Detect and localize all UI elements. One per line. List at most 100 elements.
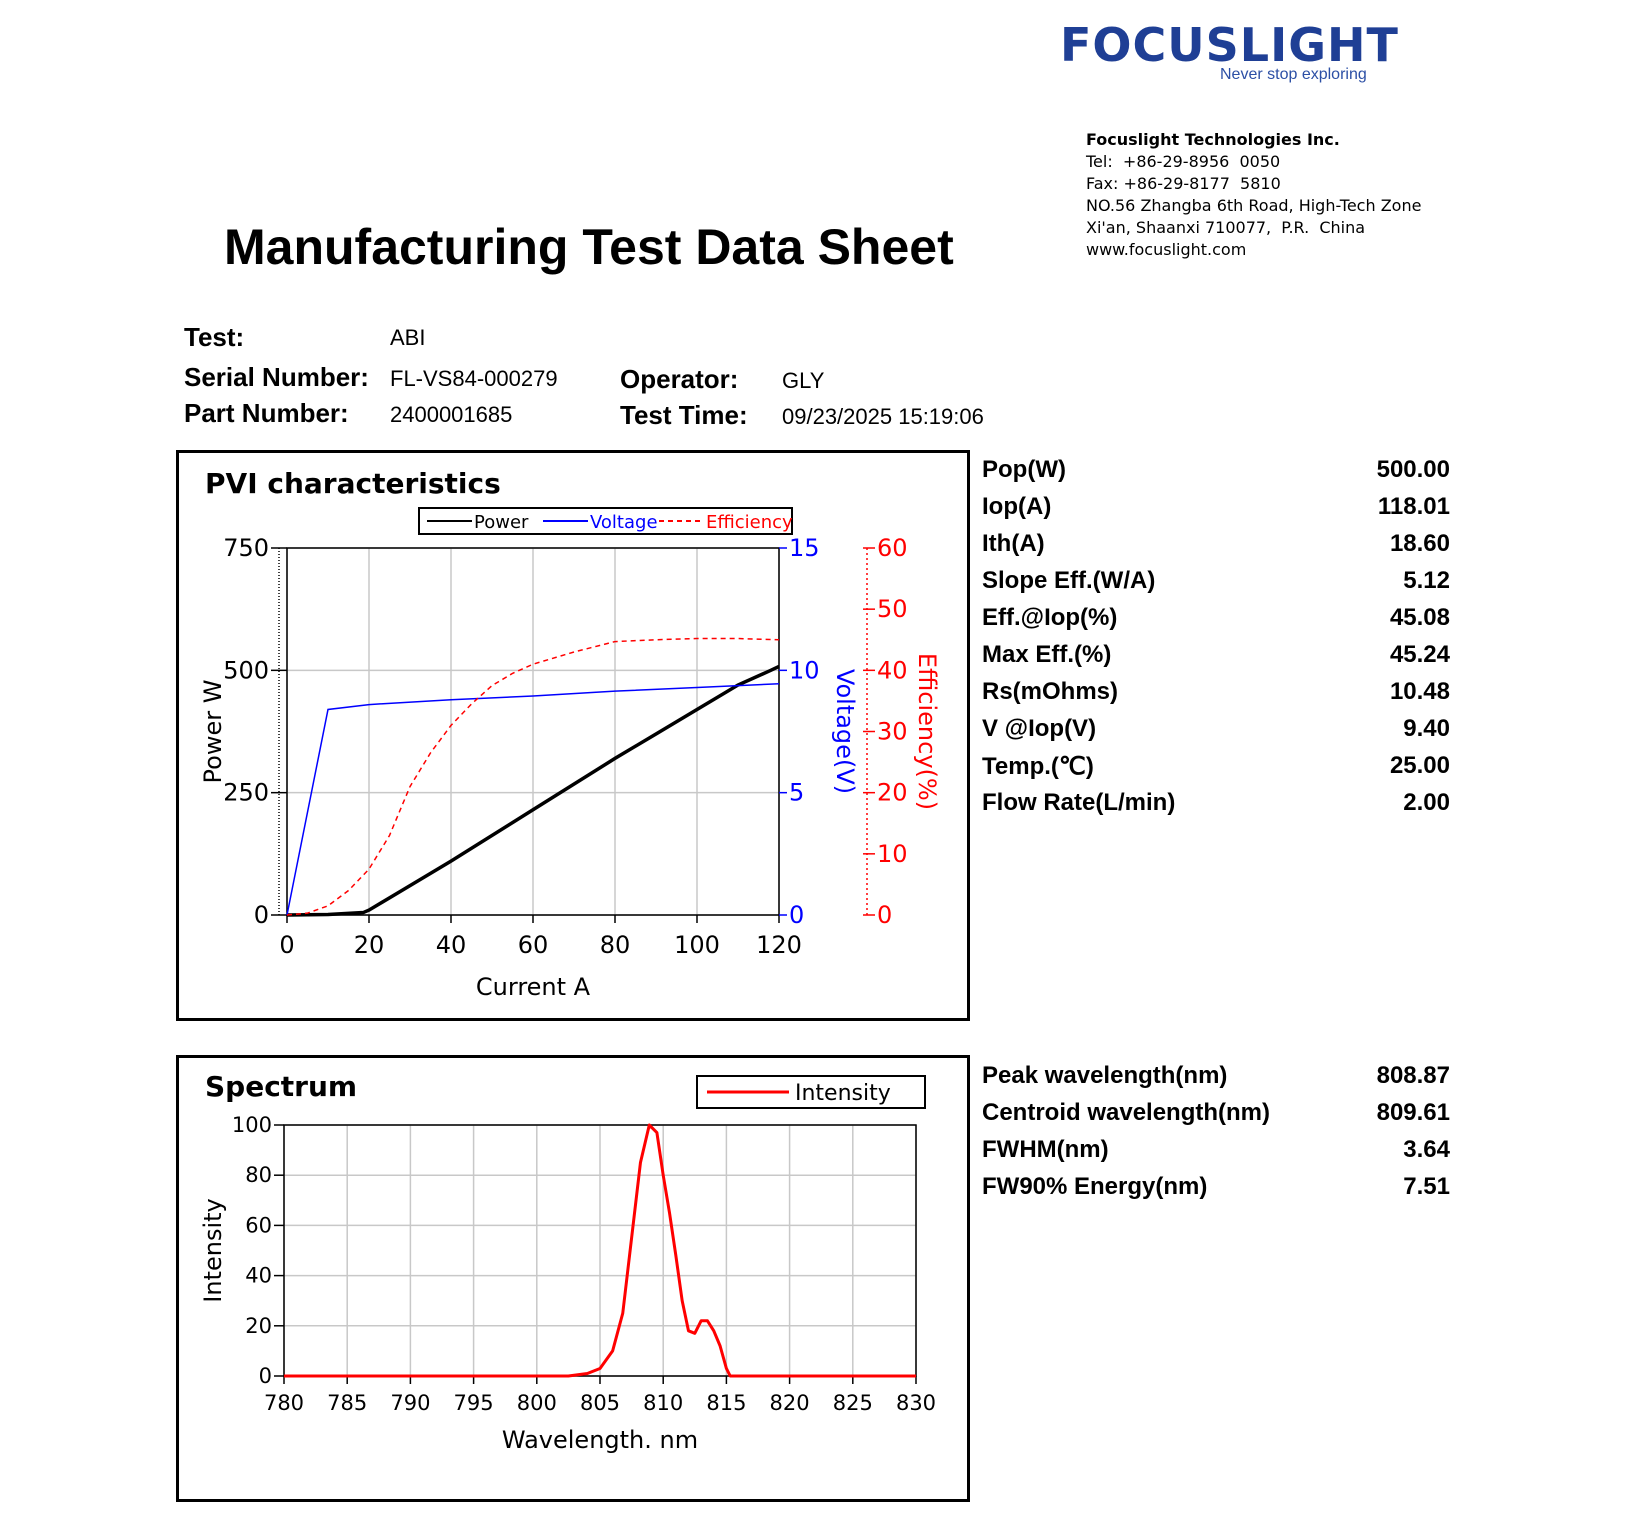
company-website: www.focuslight.com xyxy=(1086,240,1247,259)
y-tick-label: 500 xyxy=(223,656,269,684)
x-tick-label: 830 xyxy=(896,1391,936,1415)
y-axis-label: Intensity xyxy=(199,1198,227,1302)
company-address-line1: NO.56 Zhangba 6th Road, High-Tech Zone xyxy=(1086,196,1422,215)
param-value: 5.12 xyxy=(1403,567,1450,594)
pvi-chart-frame: PVI characteristics 0 20 40 60 80 100 120 Curren… xyxy=(176,450,970,1021)
y-tick-label: 250 xyxy=(223,779,269,807)
serial-number-label: Serial Number: xyxy=(184,362,369,392)
company-address-line2: Xi'an, Shaanxi 710077, P.R. China xyxy=(1086,218,1366,237)
y-tick-label: 750 xyxy=(223,534,269,562)
param-value: 45.08 xyxy=(1389,604,1450,631)
param-label: Centroid wavelength(nm) xyxy=(982,1099,1271,1126)
test-value: ABI xyxy=(390,325,426,350)
x-tick-label: 825 xyxy=(833,1391,873,1415)
x-axis-label: Current A xyxy=(476,973,591,1001)
efficiency-axis-label: Efficiency(%) xyxy=(913,653,941,810)
voltage-tick-label: 0 xyxy=(789,901,804,929)
param-label: FW90% Energy(nm) xyxy=(982,1173,1208,1200)
operator-value: GLY xyxy=(782,368,825,393)
efficiency-tick-label: 0 xyxy=(877,901,892,929)
x-tick-label: 120 xyxy=(756,931,802,959)
efficiency-tick-label: 60 xyxy=(877,534,908,562)
param-value: 118.01 xyxy=(1377,493,1450,520)
param-value: 3.64 xyxy=(1403,1136,1450,1163)
company-fax: Fax: +86-29-8177 5810 xyxy=(1086,174,1281,193)
y-tick-label: 0 xyxy=(259,1364,272,1388)
legend-label: Efficiency xyxy=(706,512,793,533)
x-tick-label: 795 xyxy=(454,1391,494,1415)
efficiency-tick-label: 10 xyxy=(877,840,908,868)
voltage-axis-label: Voltage(V) xyxy=(831,669,859,794)
param-label: Eff.@Iop(%) xyxy=(982,604,1118,631)
x-tick-label: 40 xyxy=(436,931,467,959)
param-label: Temp.(℃) xyxy=(982,753,1094,780)
efficiency-tick-label: 30 xyxy=(877,718,908,746)
param-value: 10.48 xyxy=(1389,678,1450,705)
param-value: 7.51 xyxy=(1403,1173,1450,1200)
serial-number-value: FL-VS84-000279 xyxy=(390,366,558,391)
company-tel: Tel: +86-29-8956 0050 xyxy=(1086,152,1281,171)
param-label: Flow Rate(L/min) xyxy=(982,789,1176,816)
x-tick-label: 100 xyxy=(674,931,720,959)
series-line-voltage xyxy=(286,683,780,916)
company-logo: FOCUSLIGHT xyxy=(1060,18,1399,72)
efficiency-tick-label: 40 xyxy=(877,656,908,684)
legend-label: Intensity xyxy=(795,1081,891,1106)
param-value: 9.40 xyxy=(1403,715,1450,742)
x-tick-label: 810 xyxy=(643,1391,683,1415)
param-label: Max Eff.(%) xyxy=(982,641,1112,668)
efficiency-tick-label: 50 xyxy=(877,595,908,623)
voltage-tick-label: 5 xyxy=(789,779,804,807)
x-tick-label: 800 xyxy=(517,1391,557,1415)
x-tick-label: 60 xyxy=(518,931,549,959)
param-label: Pop(W) xyxy=(982,456,1066,483)
param-value: 25.00 xyxy=(1389,752,1450,779)
document-title: Manufacturing Test Data Sheet xyxy=(224,219,954,275)
y-tick-label: 0 xyxy=(254,901,269,929)
series-line-efficiency xyxy=(286,637,780,916)
legend-box xyxy=(418,507,793,535)
x-tick-label: 20 xyxy=(354,931,385,959)
y-tick-label: 80 xyxy=(245,1163,272,1187)
param-value: 500.00 xyxy=(1376,456,1450,483)
param-value: 809.61 xyxy=(1376,1099,1450,1126)
x-tick-label: 790 xyxy=(390,1391,430,1415)
param-label: Slope Eff.(W/A) xyxy=(982,567,1156,594)
param-value: 808.87 xyxy=(1376,1062,1450,1089)
test-label: Test: xyxy=(184,322,245,352)
test-time-label: Test Time: xyxy=(620,400,748,430)
chart-title: Spectrum xyxy=(205,1070,357,1103)
x-axis-label: Wavelength. nm xyxy=(502,1426,698,1454)
chart-title: PVI characteristics xyxy=(205,467,501,500)
legend-box xyxy=(696,1075,926,1109)
company-slogan: Never stop exploring xyxy=(1220,66,1367,83)
part-number-value: 2400001685 xyxy=(390,402,513,427)
param-value: 2.00 xyxy=(1403,789,1450,816)
y-tick-label: 100 xyxy=(232,1113,272,1137)
operator-label: Operator: xyxy=(620,364,739,394)
x-tick-label: 805 xyxy=(580,1391,620,1415)
x-tick-label: 785 xyxy=(327,1391,367,1415)
param-value: 18.60 xyxy=(1389,530,1450,557)
legend-label: Power xyxy=(474,512,529,533)
param-label: Ith(A) xyxy=(982,530,1045,557)
x-tick-label: 780 xyxy=(264,1391,304,1415)
x-tick-label: 820 xyxy=(770,1391,810,1415)
x-tick-label: 815 xyxy=(706,1391,746,1415)
x-tick-label: 80 xyxy=(600,931,631,959)
series-line-intensity xyxy=(284,1123,916,1378)
y-tick-label: 20 xyxy=(245,1314,272,1338)
company-name: Focuslight Technologies Inc. xyxy=(1086,130,1340,149)
param-label: FWHM(nm) xyxy=(982,1136,1109,1163)
voltage-tick-label: 15 xyxy=(789,534,820,562)
param-label: Iop(A) xyxy=(982,493,1052,520)
param-value: 45.24 xyxy=(1389,641,1450,668)
y-tick-label: 60 xyxy=(245,1213,272,1237)
part-number-label: Part Number: xyxy=(184,398,349,428)
param-label: V @Iop(V) xyxy=(982,715,1097,742)
param-label: Peak wavelength(nm) xyxy=(982,1062,1228,1089)
legend-label: Voltage xyxy=(590,512,658,533)
efficiency-tick-label: 20 xyxy=(877,779,908,807)
y-axis-label: Power W xyxy=(199,680,227,784)
